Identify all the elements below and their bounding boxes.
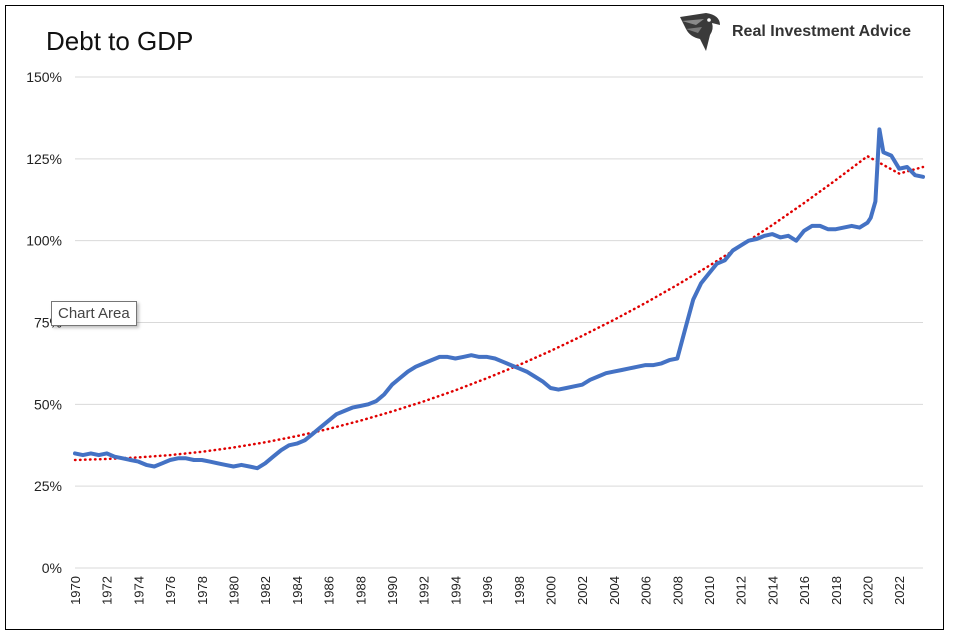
x-tick-label: 1972 — [100, 576, 115, 605]
x-tick-label: 1998 — [512, 576, 527, 605]
chart-frame — [5, 5, 944, 630]
y-tick-label: 125% — [26, 151, 62, 167]
y-tick-label: 50% — [34, 396, 62, 412]
x-tick-label: 2014 — [765, 576, 780, 605]
x-tick-label: 2022 — [892, 576, 907, 605]
x-tick-label: 1982 — [258, 576, 273, 605]
x-tick-label: 1984 — [290, 576, 305, 605]
x-tick-label: 1976 — [163, 576, 178, 605]
y-tick-label: 0% — [42, 560, 62, 576]
chart-area-tooltip: Chart Area — [51, 301, 137, 326]
y-tick-label: 25% — [34, 478, 62, 494]
x-tick-label: 2010 — [702, 576, 717, 605]
debt-series — [73, 127, 925, 471]
x-tick-label: 1986 — [322, 576, 337, 605]
x-tick-label: 2020 — [861, 576, 876, 605]
x-tick-label: 1974 — [131, 576, 146, 605]
chart-title: Debt to GDP — [46, 26, 194, 56]
x-tick-label: 1990 — [385, 576, 400, 605]
gridlines — [75, 76, 923, 569]
x-tick-label: 2016 — [797, 576, 812, 605]
brand-name: Real Investment Advice — [732, 23, 912, 40]
brand: Real Investment Advice — [676, 8, 911, 56]
x-tick-label: 2008 — [670, 576, 685, 605]
x-axis-ticks: 1970 1972 1974 1976 1978 1980 1982 1984 1986 1988… — [68, 576, 907, 605]
x-tick-label: 1992 — [417, 576, 432, 605]
x-tick-label: 1978 — [195, 576, 210, 605]
x-tick-label: 2012 — [734, 576, 749, 605]
x-tick-label: 2018 — [829, 576, 844, 605]
x-tick-label: 1996 — [480, 576, 495, 605]
x-tick-label: 2006 — [639, 576, 654, 605]
eagle-head-logo — [680, 13, 720, 51]
x-tick-label: 2004 — [607, 576, 622, 605]
x-tick-label: 2002 — [575, 576, 590, 605]
y-tick-label: 150% — [26, 69, 62, 85]
y-axis-ticks: 0%25%50%75%100%125%150% — [26, 69, 62, 576]
x-tick-label: 1970 — [68, 576, 83, 605]
trend-series — [73, 154, 925, 462]
y-tick-label: 100% — [26, 233, 62, 249]
x-tick-label: 2000 — [544, 576, 559, 605]
x-tick-label: 1994 — [448, 576, 463, 605]
debt-line[interactable] — [73, 127, 925, 471]
x-tick-label: 1980 — [227, 576, 242, 605]
x-tick-label: 1988 — [353, 576, 368, 605]
trend-line[interactable] — [73, 154, 925, 462]
